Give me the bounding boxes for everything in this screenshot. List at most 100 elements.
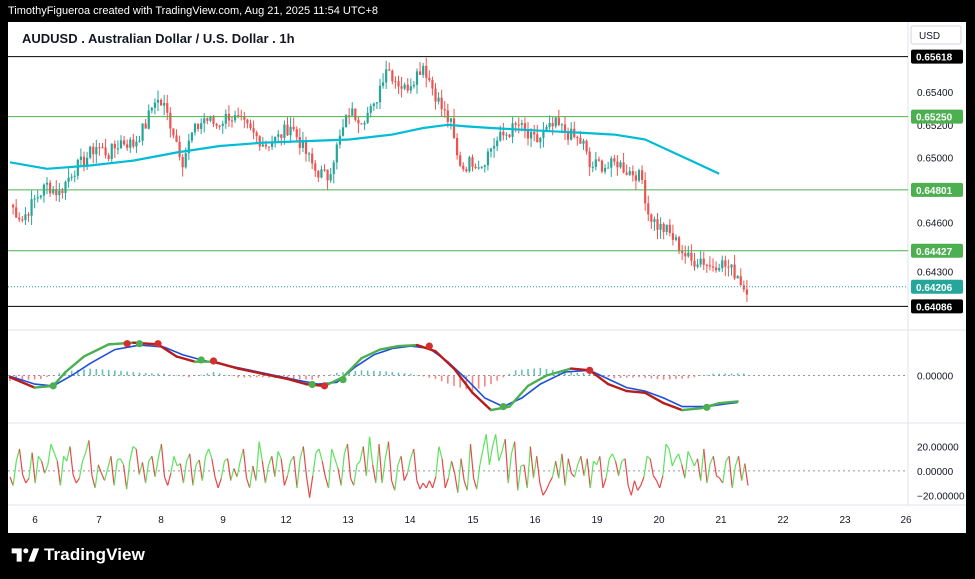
candlesticks: [11, 57, 749, 303]
candle: [616, 155, 619, 176]
candle-body: [536, 134, 539, 143]
momentum-segment: [690, 458, 695, 467]
candle: [95, 139, 98, 164]
price-pane[interactable]: 0.65400 0.65200 0.65000 0.64600 0.64300 0.656…: [8, 22, 966, 505]
candle: [280, 134, 283, 146]
price-tick-label: 0.65200: [917, 121, 954, 132]
candle: [585, 139, 588, 155]
candle: [533, 124, 536, 142]
momentum-segment: [665, 443, 670, 450]
momentum-segment: [293, 456, 298, 488]
candle: [36, 189, 39, 203]
candle-body: [449, 118, 453, 122]
momentum-segment: [684, 451, 689, 479]
momentum-segment: [473, 478, 478, 490]
momentum-segment: [315, 448, 320, 453]
oscillator-fast-segment: [8, 376, 36, 389]
chart-canvas[interactable]: 0.65400 0.65200 0.65000 0.64600 0.64300 0.656…: [8, 22, 966, 533]
momentum-segment: [167, 473, 172, 486]
candle-body: [443, 109, 446, 111]
candle-body: [98, 147, 101, 149]
momentum-segment: [214, 476, 219, 489]
candle-body: [255, 132, 258, 137]
histogram-bar: [33, 375, 36, 380]
candle-body: [110, 143, 113, 159]
histogram-bar: [706, 374, 708, 376]
momentum-segment: [173, 456, 178, 467]
candle-body: [622, 162, 625, 173]
candle-body: [563, 124, 567, 133]
time-axis[interactable]: 6 7 8 9 12 13 14 15 16 19 20 21 22 23 26: [8, 504, 966, 526]
candle-body: [354, 108, 357, 120]
candle-body: [264, 144, 268, 147]
momentum-segment: [700, 448, 705, 481]
candle-body: [156, 99, 160, 103]
crossover-dot: [209, 357, 218, 365]
candle: [687, 245, 690, 258]
candle: [101, 142, 104, 149]
histogram-bar: [564, 372, 566, 376]
momentum-segment: [419, 482, 424, 490]
tradingview-logo[interactable]: TradingView: [10, 545, 145, 565]
candle: [252, 120, 255, 140]
momentum-segment: [416, 480, 421, 490]
candle-body: [252, 128, 255, 133]
histogram-bar: [348, 371, 350, 376]
momentum-segment: [618, 460, 623, 476]
momentum-segment: [681, 464, 686, 479]
momentum-segment: [331, 448, 336, 459]
candle: [230, 116, 234, 128]
candle: [388, 62, 391, 71]
oscillator-histogram: [9, 367, 745, 392]
candle-body: [696, 264, 699, 267]
candle-body: [326, 169, 329, 181]
histogram-bar: [730, 373, 733, 376]
histogram-bar: [496, 375, 498, 381]
histogram-bar: [662, 375, 665, 380]
momentum-segment: [529, 446, 535, 479]
momentum-segment: [403, 473, 408, 481]
candle: [471, 154, 474, 172]
candle: [126, 139, 129, 151]
candle-body: [224, 113, 227, 124]
candle: [508, 133, 511, 139]
crossover-dot: [123, 340, 131, 348]
oscillator-fast-segment: [82, 343, 110, 358]
momentum-segment: [441, 458, 446, 489]
candle-body: [307, 153, 311, 155]
oscillator-fast-segment: [606, 382, 628, 393]
candle-body: [440, 97, 443, 110]
chart-frame[interactable]: 0.65400 0.65200 0.65000 0.64600 0.64300 0.656…: [8, 22, 966, 533]
candle-body: [742, 285, 745, 290]
level-label: 0.64801: [916, 186, 953, 197]
candle: [745, 280, 749, 303]
histogram-bar: [70, 370, 73, 376]
candle: [631, 165, 634, 182]
candle-body: [203, 118, 206, 124]
momentum-segment: [359, 446, 364, 462]
histogram-bar: [144, 372, 147, 376]
candle-body: [58, 190, 61, 196]
oscillator-pane[interactable]: 0.00000: [8, 329, 966, 412]
momentum-segment: [577, 456, 582, 465]
histogram-bar: [336, 372, 338, 376]
histogram-bar: [255, 375, 258, 378]
candle-body: [681, 251, 684, 254]
candle: [45, 177, 49, 195]
candle: [21, 216, 24, 223]
momentum-segment: [514, 441, 519, 491]
currency-badge[interactable]: [910, 25, 962, 45]
candle: [474, 163, 477, 170]
histogram-bar: [373, 370, 375, 376]
momentum-pane[interactable]: 20.00000 0.00000 −20.00000: [8, 422, 966, 502]
momentum-segment: [151, 456, 156, 478]
candle: [677, 235, 681, 255]
histogram-bar: [83, 369, 85, 376]
histogram-bar: [225, 374, 227, 376]
histogram-bar: [533, 368, 535, 376]
candle-body: [718, 268, 721, 271]
momentum-segment: [312, 452, 317, 476]
candle-body: [196, 123, 200, 129]
candle: [671, 224, 675, 246]
candle-body: [73, 175, 76, 177]
